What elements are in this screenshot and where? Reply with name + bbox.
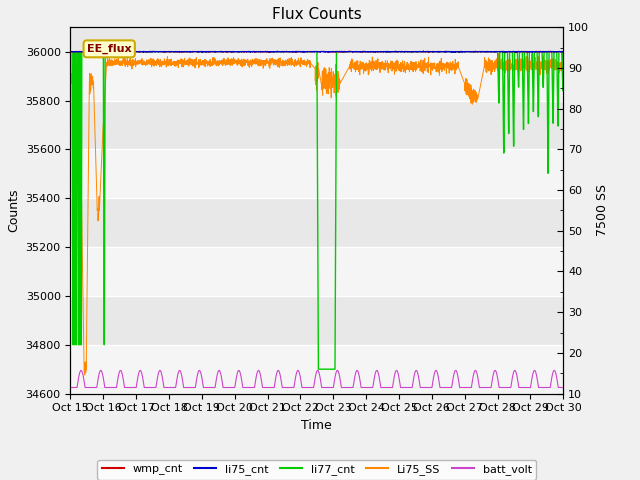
Title: Flux Counts: Flux Counts (272, 7, 362, 22)
Legend: wmp_cnt, li75_cnt, li77_cnt, Li75_SS, batt_volt: wmp_cnt, li75_cnt, li77_cnt, Li75_SS, ba… (97, 460, 536, 480)
Bar (70, 247, 563, 296)
Bar (70, 345, 563, 394)
Y-axis label: Counts: Counts (7, 189, 20, 232)
Bar (70, 52, 563, 100)
Y-axis label: 7500 SS: 7500 SS (596, 184, 609, 237)
Text: EE_flux: EE_flux (87, 44, 132, 54)
X-axis label: Time: Time (301, 419, 332, 432)
Bar (70, 149, 563, 198)
